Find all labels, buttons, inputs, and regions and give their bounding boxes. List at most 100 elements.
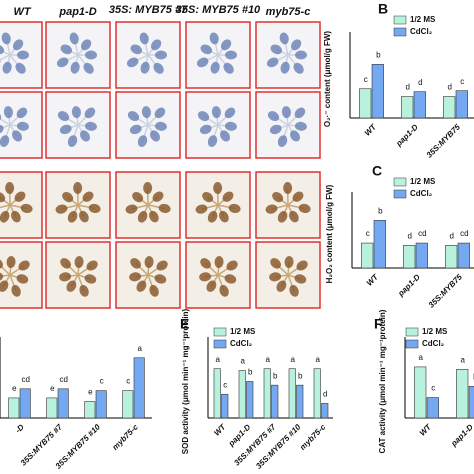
- leaf: [225, 50, 237, 60]
- leaf: [280, 61, 290, 74]
- leaf: [56, 57, 69, 68]
- leaf: [14, 191, 26, 202]
- panel-label: C: [372, 163, 382, 179]
- leaf: [292, 191, 304, 202]
- legend-label: 1/2 MS: [422, 327, 448, 336]
- leaf: [210, 61, 220, 74]
- leaf: [11, 210, 21, 223]
- leaf: [140, 61, 150, 74]
- significance-letter: b: [376, 50, 381, 59]
- leaf: [209, 32, 219, 45]
- leaf: [223, 62, 234, 74]
- leaf: [290, 130, 301, 142]
- bar: [288, 368, 296, 419]
- bar: [271, 384, 279, 419]
- x-tick-label: WT: [363, 122, 379, 138]
- significance-letter: cd: [21, 375, 29, 384]
- leaf: [290, 39, 302, 51]
- bar: [296, 384, 304, 419]
- leaf: [1, 32, 11, 45]
- x-tick-label: WT: [365, 272, 381, 288]
- column-header: 35S: MYB75 #7: [109, 4, 188, 16]
- leaf: [0, 135, 10, 147]
- x-tick-label: myb75-c: [298, 422, 328, 452]
- bar: [373, 220, 386, 269]
- significance-letter: c: [460, 77, 464, 86]
- leaf: [125, 204, 138, 214]
- leaf: [129, 272, 142, 282]
- leaf: [84, 107, 96, 119]
- legend-label: CdCl₂: [230, 339, 253, 348]
- leaf: [67, 135, 78, 147]
- leaf: [73, 182, 83, 195]
- leaf: [281, 106, 291, 119]
- leaf: [296, 260, 308, 271]
- bar: [361, 242, 374, 269]
- leaf: [279, 32, 289, 45]
- bar: [246, 381, 254, 419]
- leaf: [16, 274, 29, 284]
- bar: [359, 88, 372, 119]
- bar: [57, 388, 69, 419]
- bar: [371, 64, 384, 119]
- legend-label: 1/2 MS: [230, 327, 256, 336]
- petiole: [0, 117, 11, 126]
- leaf: [11, 285, 21, 297]
- leaf: [144, 256, 154, 269]
- significance-letter: c: [366, 229, 370, 238]
- significance-letter: b: [273, 371, 278, 380]
- leaf: [143, 182, 153, 195]
- bar: [403, 245, 416, 269]
- leaf: [199, 124, 212, 135]
- x-tick-label: WT: [212, 422, 228, 438]
- leaf: [0, 211, 10, 223]
- legend-swatch: [393, 177, 407, 187]
- leaf: [74, 256, 84, 269]
- leaf: [199, 272, 212, 282]
- petiole: [0, 54, 11, 61]
- leaf: [270, 258, 281, 269]
- significance-letter: a: [316, 355, 321, 364]
- leaf: [0, 191, 6, 203]
- column-header: 35S: MYB75 #10: [176, 4, 261, 16]
- leaf: [195, 204, 208, 214]
- leaf: [219, 285, 229, 297]
- leaf: [80, 130, 91, 142]
- bar: [263, 368, 271, 419]
- leaf: [132, 191, 144, 203]
- leaf: [12, 39, 24, 51]
- leaf: [219, 210, 229, 223]
- leaf: [2, 61, 12, 74]
- x-tick-label: pap1-D: [394, 122, 420, 148]
- significance-letter: c: [223, 380, 227, 389]
- bar: [133, 357, 145, 419]
- petiole: [0, 124, 11, 130]
- leaf: [12, 130, 23, 142]
- significance-letter: c: [100, 377, 104, 386]
- legend-label: CdCl₂: [410, 27, 433, 36]
- leaf: [79, 210, 89, 223]
- leaf: [266, 57, 279, 68]
- significance-letter: cd: [59, 375, 67, 384]
- leaf: [88, 203, 101, 214]
- significance-letter: a: [216, 355, 221, 364]
- leaf: [289, 210, 299, 223]
- leaf: [60, 44, 73, 55]
- leaf: [298, 203, 311, 214]
- bar: [443, 96, 456, 119]
- leaf: [270, 44, 283, 55]
- leaf: [284, 256, 294, 269]
- significance-letter: b: [298, 371, 303, 380]
- leaf: [269, 272, 282, 282]
- photo-frame: [115, 21, 181, 89]
- petiole: [0, 204, 11, 209]
- leaf: [130, 258, 141, 269]
- significance-letter: a: [460, 355, 465, 364]
- leaf: [154, 121, 167, 131]
- significance-letter: c: [431, 384, 435, 393]
- leaf: [200, 44, 213, 55]
- bar: [84, 401, 96, 419]
- leaf: [149, 210, 159, 223]
- leaf: [0, 272, 4, 282]
- leaf: [293, 62, 304, 74]
